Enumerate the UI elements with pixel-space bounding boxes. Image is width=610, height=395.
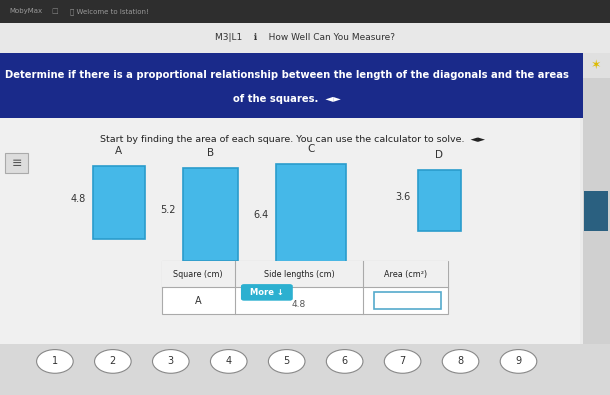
FancyBboxPatch shape (0, 53, 610, 118)
Text: 1: 1 (52, 356, 58, 367)
Text: 4.8: 4.8 (70, 194, 85, 204)
FancyBboxPatch shape (162, 261, 448, 288)
FancyBboxPatch shape (241, 284, 293, 301)
Circle shape (268, 350, 305, 373)
Text: ✶: ✶ (590, 59, 601, 72)
Text: M3|L1    ℹ    How Well Can You Measure?: M3|L1 ℹ How Well Can You Measure? (215, 33, 395, 42)
FancyBboxPatch shape (0, 23, 610, 53)
Circle shape (95, 350, 131, 373)
Text: 8: 8 (458, 356, 464, 367)
Text: More ↓: More ↓ (250, 288, 284, 297)
Text: 5: 5 (284, 356, 290, 367)
FancyBboxPatch shape (583, 53, 610, 78)
Text: A: A (115, 146, 123, 156)
FancyBboxPatch shape (0, 344, 610, 395)
FancyBboxPatch shape (183, 168, 238, 261)
Text: □: □ (52, 8, 59, 15)
FancyBboxPatch shape (0, 118, 580, 344)
Text: 3.6: 3.6 (395, 192, 411, 202)
Text: Square (cm): Square (cm) (173, 269, 223, 278)
Text: B: B (207, 148, 214, 158)
FancyBboxPatch shape (583, 53, 610, 344)
Text: Area (cm²): Area (cm²) (384, 269, 427, 278)
FancyBboxPatch shape (93, 166, 145, 239)
Text: of the squares.  ◄►: of the squares. ◄► (233, 94, 340, 104)
Text: D: D (435, 150, 443, 160)
FancyBboxPatch shape (162, 261, 448, 314)
Circle shape (37, 350, 73, 373)
FancyBboxPatch shape (276, 164, 346, 278)
Text: 6: 6 (342, 356, 348, 367)
FancyBboxPatch shape (374, 292, 441, 309)
Text: 5.2: 5.2 (160, 205, 176, 214)
Text: 9: 9 (515, 356, 522, 367)
Text: ≡: ≡ (11, 157, 22, 169)
Circle shape (500, 350, 537, 373)
FancyBboxPatch shape (5, 153, 28, 173)
Text: 6.4: 6.4 (254, 211, 268, 220)
FancyBboxPatch shape (418, 170, 461, 231)
Circle shape (384, 350, 421, 373)
Circle shape (210, 350, 247, 373)
Text: A: A (195, 296, 201, 306)
FancyBboxPatch shape (584, 191, 608, 231)
Text: Side lengths (cm): Side lengths (cm) (264, 269, 334, 278)
Text: 4: 4 (226, 356, 232, 367)
FancyBboxPatch shape (0, 0, 610, 23)
Text: 2: 2 (110, 356, 116, 367)
Text: 4.8: 4.8 (292, 300, 306, 309)
Text: 7: 7 (400, 356, 406, 367)
Text: Start by finding the area of each square. You can use the calculator to solve.  : Start by finding the area of each square… (100, 135, 486, 144)
Circle shape (152, 350, 189, 373)
Circle shape (326, 350, 363, 373)
Text: 🔒 Welcome to Istation!: 🔒 Welcome to Istation! (70, 8, 149, 15)
Text: 3: 3 (168, 356, 174, 367)
Text: MobyMax: MobyMax (9, 8, 42, 15)
Text: Determine if there is a proportional relationship between the length of the diag: Determine if there is a proportional rel… (5, 70, 569, 80)
Circle shape (442, 350, 479, 373)
Text: C: C (307, 144, 315, 154)
